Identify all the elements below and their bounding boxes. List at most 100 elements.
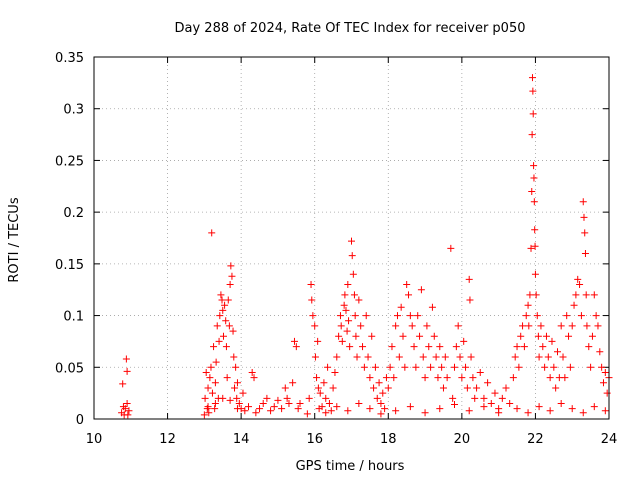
data-point — [211, 399, 219, 407]
data-point — [233, 405, 241, 413]
data-point — [588, 332, 596, 340]
chart-title: Day 288 of 2024, Rate Of TEC Index for r… — [175, 21, 526, 36]
x-tick-label: 16 — [306, 432, 323, 447]
data-point — [425, 343, 433, 351]
data-point — [318, 403, 326, 411]
data-point — [355, 399, 363, 407]
data-point — [447, 244, 455, 252]
data-point — [557, 399, 565, 407]
data-point — [381, 405, 389, 413]
data-point — [594, 322, 602, 330]
data-point — [313, 374, 321, 382]
data-point — [579, 198, 587, 206]
data-point — [473, 384, 481, 392]
data-point — [123, 399, 131, 407]
data-point — [570, 301, 578, 309]
data-point — [351, 312, 359, 320]
data-point — [427, 363, 435, 371]
x-tick-label: 24 — [601, 432, 618, 447]
y-axis-label: ROTI / TECUs — [7, 197, 22, 282]
data-point — [226, 281, 234, 289]
data-point — [225, 322, 233, 330]
data-point — [458, 374, 466, 382]
data-point — [581, 250, 589, 258]
data-point — [333, 353, 341, 361]
y-tick-label: 0.3 — [63, 103, 84, 118]
data-point — [205, 409, 213, 417]
data-point — [405, 291, 413, 299]
data-point — [331, 368, 339, 376]
data-point — [377, 410, 385, 418]
data-point — [495, 409, 503, 417]
data-point — [377, 399, 385, 407]
data-point — [392, 322, 400, 330]
data-point — [598, 363, 606, 371]
data-point — [308, 296, 316, 304]
data-point — [421, 409, 429, 417]
data-point — [357, 322, 365, 330]
data-point — [443, 374, 451, 382]
data-point — [233, 379, 241, 387]
data-point — [340, 301, 348, 309]
data-point — [430, 332, 438, 340]
data-point — [601, 407, 609, 415]
data-point — [452, 343, 460, 351]
data-point — [232, 363, 240, 371]
data-point — [221, 301, 229, 309]
data-point — [601, 368, 609, 376]
data-point — [530, 198, 538, 206]
data-point — [585, 343, 593, 351]
data-point — [471, 394, 479, 402]
data-point — [559, 353, 567, 361]
data-point — [513, 405, 521, 413]
data-point — [530, 162, 538, 170]
y-tick-label: 0.1 — [63, 310, 84, 325]
data-point — [416, 332, 424, 340]
data-point — [215, 337, 223, 345]
data-point — [307, 281, 315, 289]
data-point — [548, 337, 556, 345]
data-point — [222, 343, 230, 351]
data-point — [449, 394, 457, 402]
data-point — [348, 252, 356, 260]
data-point — [539, 343, 547, 351]
data-point — [515, 363, 523, 371]
data-point — [574, 275, 582, 283]
data-point — [546, 374, 554, 382]
data-point — [325, 399, 333, 407]
data-point — [375, 379, 383, 387]
data-point — [219, 306, 227, 314]
data-point — [224, 296, 232, 304]
data-point — [580, 213, 588, 221]
data-point — [529, 87, 537, 95]
data-point — [208, 229, 216, 237]
x-tick-label: 12 — [159, 432, 176, 447]
data-point — [414, 312, 422, 320]
data-point — [436, 405, 444, 413]
data-point — [460, 337, 468, 345]
data-point — [524, 301, 532, 309]
data-point — [362, 312, 370, 320]
data-point — [371, 363, 379, 371]
plot-frame — [93, 56, 610, 420]
data-point — [384, 384, 392, 392]
data-point — [248, 368, 256, 376]
data-point — [341, 291, 349, 299]
data-point — [568, 322, 576, 330]
data-point — [456, 353, 464, 361]
data-point — [335, 332, 343, 340]
data-point — [438, 363, 446, 371]
data-point — [395, 353, 403, 361]
data-point — [119, 380, 127, 388]
data-point — [498, 394, 506, 402]
data-point — [463, 384, 471, 392]
data-point — [531, 242, 539, 250]
data-point — [324, 363, 332, 371]
data-point — [517, 332, 525, 340]
data-point — [417, 286, 425, 294]
data-point — [434, 374, 442, 382]
data-point — [451, 363, 458, 371]
data-point — [506, 399, 514, 407]
y-tick-label: 0.2 — [63, 206, 84, 221]
